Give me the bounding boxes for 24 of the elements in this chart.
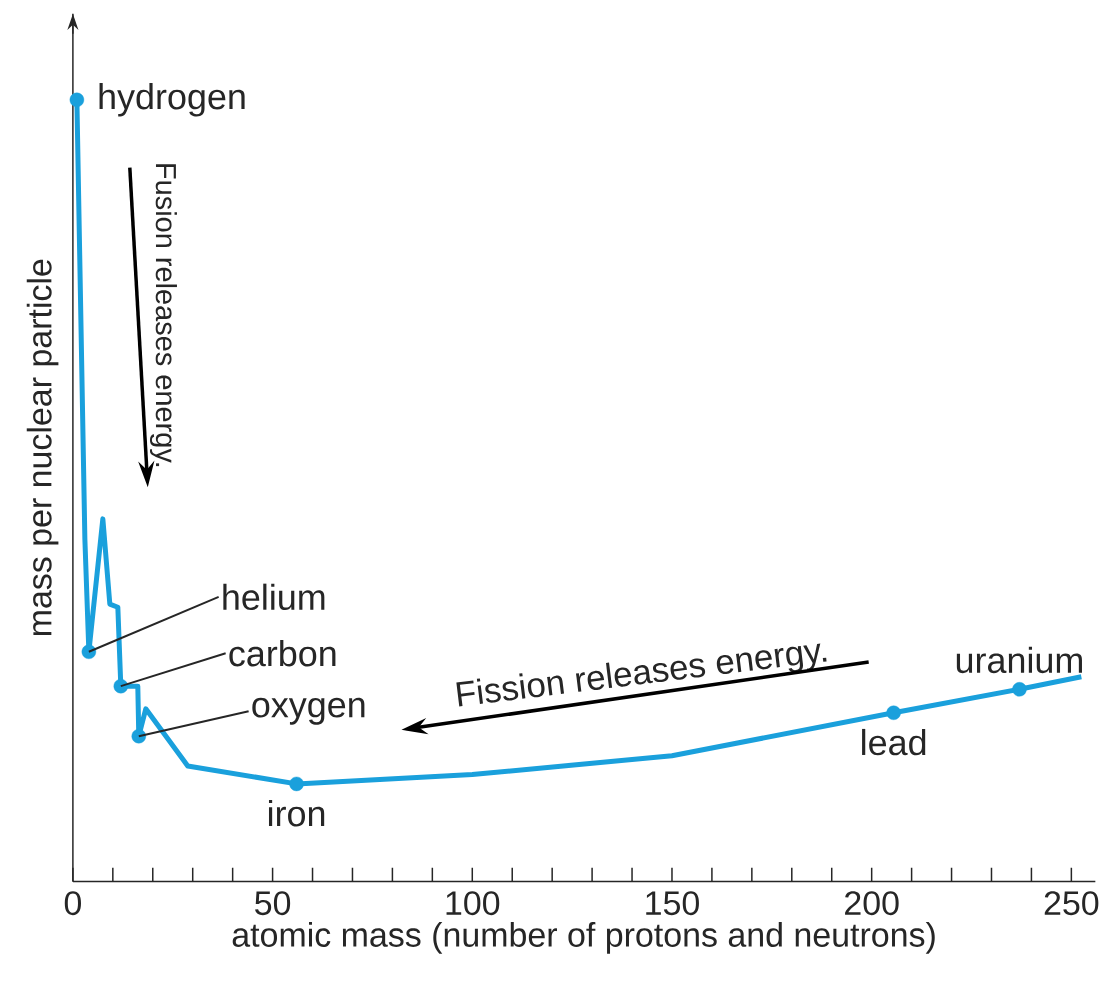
point	[886, 705, 901, 720]
point	[69, 92, 85, 107]
x-axis-title: atomic mass (number of protons and neutrons)	[232, 921, 935, 954]
annotation: helium	[223, 583, 325, 610]
point	[131, 728, 146, 744]
point	[289, 776, 304, 791]
point	[113, 678, 129, 694]
x-tick-label: 250	[1044, 890, 1099, 915]
annotation: lead	[862, 728, 926, 756]
x-tick-label: 200	[845, 890, 899, 915]
annotation: Fission releases energy.	[456, 643, 827, 707]
annotation: carbon	[229, 639, 336, 667]
point	[1012, 681, 1027, 697]
annotation: uranium	[956, 646, 1082, 673]
point	[81, 644, 97, 659]
annotation: iron	[268, 799, 325, 827]
x-tick-label: 50	[255, 890, 291, 915]
annotation: hydrogen	[99, 82, 245, 117]
y-axis-title: mass per nuclear particle	[26, 259, 59, 635]
x-tick-label: 0	[64, 890, 82, 915]
annotation: Fusion releases energy.	[149, 164, 177, 466]
x-tick-label: 150	[646, 890, 699, 915]
annotation: oxygen	[252, 697, 365, 725]
x-tick-label: 100	[446, 890, 500, 915]
